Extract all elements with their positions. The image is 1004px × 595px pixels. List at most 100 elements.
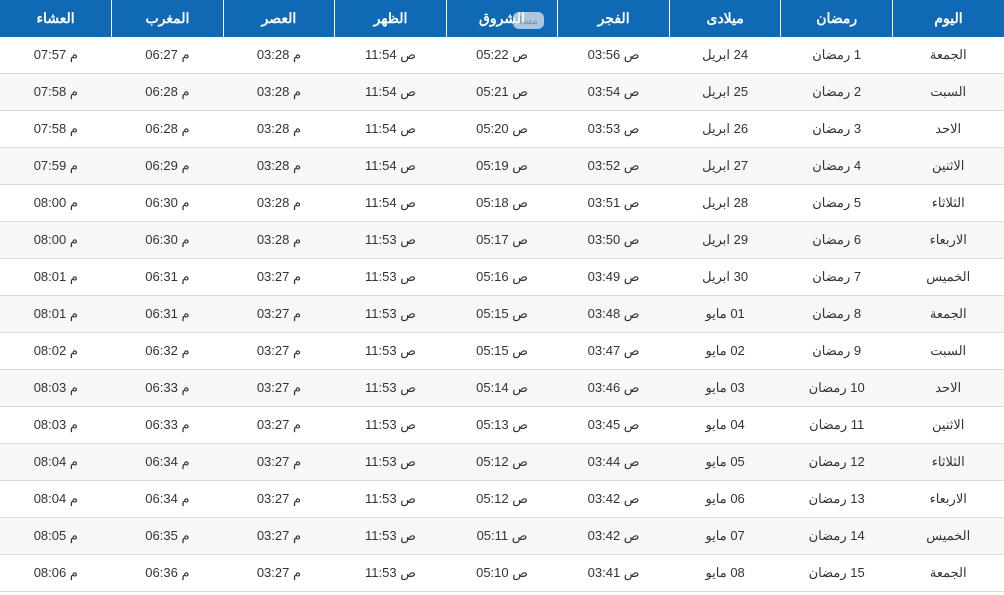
asr-cell: 03:28 م bbox=[223, 37, 335, 74]
fajr-cell: 03:54 ص bbox=[558, 74, 670, 111]
dhuhr-cell: 11:53 ص bbox=[335, 555, 447, 592]
maghrib-cell: 06:35 م bbox=[112, 518, 224, 555]
dhuhr-cell: 11:54 ص bbox=[335, 185, 447, 222]
gregorian-cell: 27 ابريل bbox=[669, 148, 781, 185]
day-cell: الاثنين bbox=[892, 407, 1004, 444]
dhuhr-cell: 11:53 ص bbox=[335, 481, 447, 518]
dhuhr-cell: 11:54 ص bbox=[335, 111, 447, 148]
gregorian-cell: 28 ابريل bbox=[669, 185, 781, 222]
fajr-cell: 03:42 ص bbox=[558, 518, 670, 555]
ramadan-cell: 9 رمضان bbox=[781, 333, 893, 370]
shuruq-cell: 05:15 ص bbox=[446, 333, 558, 370]
maghrib-cell: 06:32 م bbox=[112, 333, 224, 370]
col-shuruq: الشروق bbox=[446, 0, 558, 37]
maghrib-cell: 06:31 م bbox=[112, 259, 224, 296]
maghrib-cell: 06:34 م bbox=[112, 481, 224, 518]
ramadan-cell: 2 رمضان bbox=[781, 74, 893, 111]
maghrib-cell: 06:33 م bbox=[112, 407, 224, 444]
shuruq-cell: 05:22 ص bbox=[446, 37, 558, 74]
dhuhr-cell: 11:53 ص bbox=[335, 518, 447, 555]
col-maghrib: المغرب bbox=[112, 0, 224, 37]
day-cell: الثلاثاء bbox=[892, 185, 1004, 222]
isha-cell: 08:00 م bbox=[0, 222, 112, 259]
fajr-cell: 03:52 ص bbox=[558, 148, 670, 185]
fajr-cell: 03:53 ص bbox=[558, 111, 670, 148]
asr-cell: 03:27 م bbox=[223, 370, 335, 407]
dhuhr-cell: 11:53 ص bbox=[335, 222, 447, 259]
shuruq-cell: 05:10 ص bbox=[446, 555, 558, 592]
fajr-cell: 03:47 ص bbox=[558, 333, 670, 370]
day-cell: الاحد bbox=[892, 370, 1004, 407]
table-row: الخميس7 رمضان30 ابريل03:49 ص05:16 ص11:53… bbox=[0, 259, 1004, 296]
isha-cell: 08:04 م bbox=[0, 481, 112, 518]
gregorian-cell: 02 مايو bbox=[669, 333, 781, 370]
table-row: الاربعاء6 رمضان29 ابريل03:50 ص05:17 ص11:… bbox=[0, 222, 1004, 259]
ramadan-cell: 6 رمضان bbox=[781, 222, 893, 259]
dhuhr-cell: 11:53 ص bbox=[335, 296, 447, 333]
asr-cell: 03:27 م bbox=[223, 333, 335, 370]
gregorian-cell: 01 مايو bbox=[669, 296, 781, 333]
shuruq-cell: 05:16 ص bbox=[446, 259, 558, 296]
asr-cell: 03:28 م bbox=[223, 148, 335, 185]
dhuhr-cell: 11:54 ص bbox=[335, 148, 447, 185]
asr-cell: 03:27 م bbox=[223, 296, 335, 333]
table-row: الثلاثاء12 رمضان05 مايو03:44 ص05:12 ص11:… bbox=[0, 444, 1004, 481]
dhuhr-cell: 11:53 ص bbox=[335, 370, 447, 407]
table-row: الجمعة8 رمضان01 مايو03:48 ص05:15 ص11:53 … bbox=[0, 296, 1004, 333]
gregorian-cell: 30 ابريل bbox=[669, 259, 781, 296]
ramadan-cell: 12 رمضان bbox=[781, 444, 893, 481]
shuruq-cell: 05:15 ص bbox=[446, 296, 558, 333]
table-row: الجمعة1 رمضان24 ابريل03:56 ص05:22 ص11:54… bbox=[0, 37, 1004, 74]
day-cell: الجمعة bbox=[892, 296, 1004, 333]
day-cell: الاثنين bbox=[892, 148, 1004, 185]
gregorian-cell: 03 مايو bbox=[669, 370, 781, 407]
fajr-cell: 03:49 ص bbox=[558, 259, 670, 296]
isha-cell: 08:05 م bbox=[0, 518, 112, 555]
gregorian-cell: 07 مايو bbox=[669, 518, 781, 555]
asr-cell: 03:28 م bbox=[223, 74, 335, 111]
asr-cell: 03:27 م bbox=[223, 444, 335, 481]
fajr-cell: 03:45 ص bbox=[558, 407, 670, 444]
ramadan-cell: 8 رمضان bbox=[781, 296, 893, 333]
dhuhr-cell: 11:54 ص bbox=[335, 74, 447, 111]
fajr-cell: 03:46 ص bbox=[558, 370, 670, 407]
shuruq-cell: 05:12 ص bbox=[446, 481, 558, 518]
ramadan-cell: 5 رمضان bbox=[781, 185, 893, 222]
shuruq-cell: 05:18 ص bbox=[446, 185, 558, 222]
gregorian-cell: 08 مايو bbox=[669, 555, 781, 592]
asr-cell: 03:28 م bbox=[223, 222, 335, 259]
table-row: الاربعاء13 رمضان06 مايو03:42 ص05:12 ص11:… bbox=[0, 481, 1004, 518]
col-asr: العصر bbox=[223, 0, 335, 37]
day-cell: الاربعاء bbox=[892, 481, 1004, 518]
asr-cell: 03:27 م bbox=[223, 555, 335, 592]
fajr-cell: 03:44 ص bbox=[558, 444, 670, 481]
col-dhuhr: الظهر bbox=[335, 0, 447, 37]
fajr-cell: 03:42 ص bbox=[558, 481, 670, 518]
asr-cell: 03:27 م bbox=[223, 518, 335, 555]
asr-cell: 03:27 م bbox=[223, 407, 335, 444]
ramadan-cell: 3 رمضان bbox=[781, 111, 893, 148]
isha-cell: 08:03 م bbox=[0, 407, 112, 444]
day-cell: الخميس bbox=[892, 518, 1004, 555]
day-cell: السبت bbox=[892, 333, 1004, 370]
ramadan-cell: 14 رمضان bbox=[781, 518, 893, 555]
day-cell: الجمعة bbox=[892, 37, 1004, 74]
table-row: السبت2 رمضان25 ابريل03:54 ص05:21 ص11:54 … bbox=[0, 74, 1004, 111]
asr-cell: 03:28 م bbox=[223, 111, 335, 148]
ramadan-cell: 7 رمضان bbox=[781, 259, 893, 296]
isha-cell: 07:58 م bbox=[0, 111, 112, 148]
gregorian-cell: 24 ابريل bbox=[669, 37, 781, 74]
dhuhr-cell: 11:54 ص bbox=[335, 37, 447, 74]
ramadan-cell: 15 رمضان bbox=[781, 555, 893, 592]
asr-cell: 03:28 م bbox=[223, 185, 335, 222]
table-row: الاثنين4 رمضان27 ابريل03:52 ص05:19 ص11:5… bbox=[0, 148, 1004, 185]
ramadan-cell: 11 رمضان bbox=[781, 407, 893, 444]
gregorian-cell: 29 ابريل bbox=[669, 222, 781, 259]
day-cell: الجمعة bbox=[892, 555, 1004, 592]
isha-cell: 07:58 م bbox=[0, 74, 112, 111]
isha-cell: 07:59 م bbox=[0, 148, 112, 185]
col-gregorian: ميلادى bbox=[669, 0, 781, 37]
col-isha: العشاء bbox=[0, 0, 112, 37]
ramadan-cell: 1 رمضان bbox=[781, 37, 893, 74]
table-row: السبت9 رمضان02 مايو03:47 ص05:15 ص11:53 ص… bbox=[0, 333, 1004, 370]
